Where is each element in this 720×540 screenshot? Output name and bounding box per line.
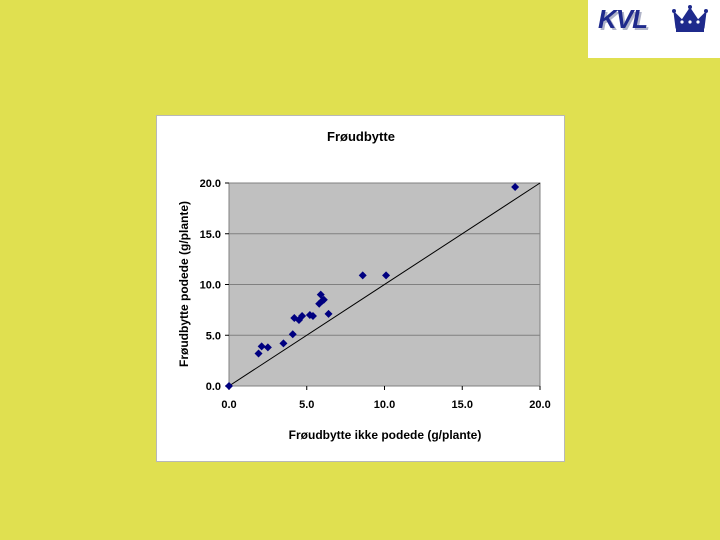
scatter-chart: Frøudbytte 0.0 5.0 10.0 15.0 20.0 0.0 5.0 10.0… <box>177 129 551 442</box>
data-points <box>225 183 520 390</box>
y-axis-label: Frøudbytte podede (g/plante) <box>177 201 191 367</box>
x-tick-label: 15.0 <box>452 399 473 411</box>
y-tick-label: 15.0 <box>200 229 221 241</box>
data-point <box>225 382 233 390</box>
crown-icon <box>672 5 708 32</box>
x-tick-label: 0.0 <box>221 399 236 411</box>
x-tick-label: 5.0 <box>299 399 314 411</box>
data-point <box>308 311 317 320</box>
y-tick-label: 5.0 <box>206 330 221 342</box>
data-point <box>257 342 266 351</box>
logo-box: KVL <box>588 0 720 58</box>
data-point <box>263 343 272 352</box>
data-point <box>254 349 263 358</box>
y-tick-label: 10.0 <box>200 280 221 292</box>
x-tick-labels: 0.0 5.0 10.0 15.0 20.0 <box>221 386 551 411</box>
chart-title: Frøudbytte <box>327 129 395 144</box>
data-point <box>319 295 328 304</box>
x-tick-label: 10.0 <box>374 399 395 411</box>
data-point <box>298 311 307 320</box>
data-point <box>288 330 297 339</box>
data-point <box>324 309 333 318</box>
data-point <box>511 183 520 192</box>
y-tick-labels: 0.0 5.0 10.0 15.0 20.0 <box>200 178 229 393</box>
chart-panel: Frøudbytte 0.0 5.0 10.0 15.0 20.0 0.0 5.0 10.0… <box>156 115 565 462</box>
data-point <box>382 271 391 280</box>
kvl-logo-text: KVL <box>598 4 648 34</box>
data-point <box>358 271 367 280</box>
x-axis-label: Frøudbytte ikke podede (g/plante) <box>289 428 482 442</box>
y-tick-label: 0.0 <box>206 381 221 393</box>
y-tick-label: 20.0 <box>200 178 221 190</box>
data-point <box>316 290 325 299</box>
x-tick-label: 20.0 <box>529 399 550 411</box>
reference-line <box>228 182 541 387</box>
data-point <box>279 339 288 348</box>
